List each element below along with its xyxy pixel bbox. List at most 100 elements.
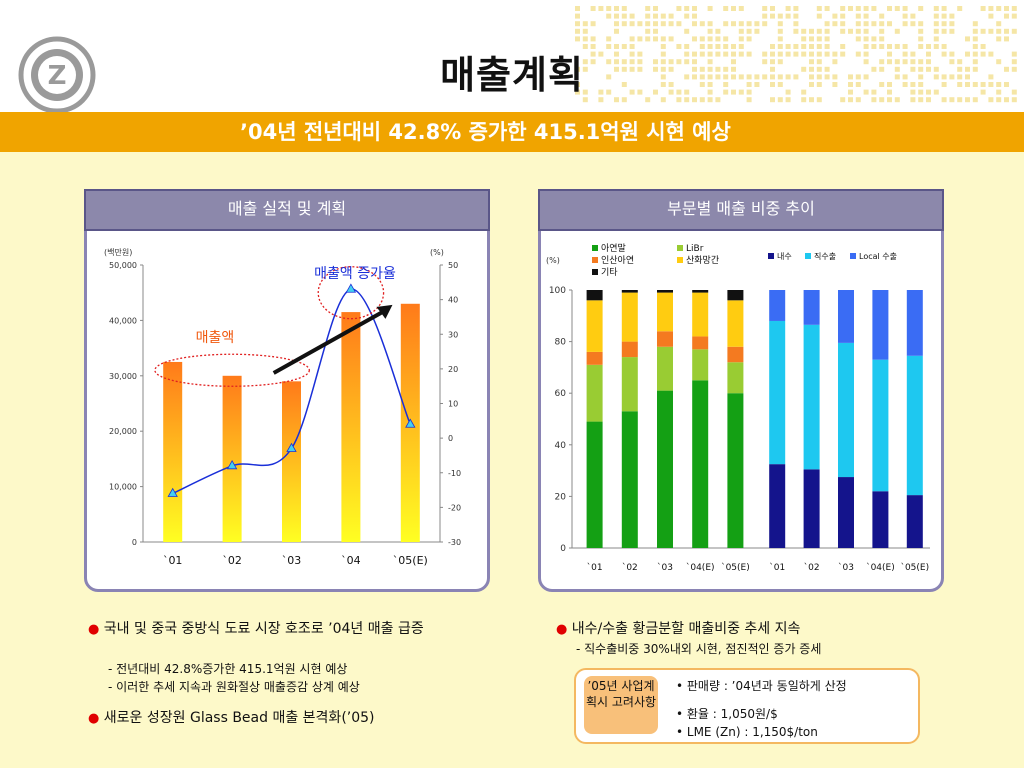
bullet-right-1: ● 내수/수출 황금분할 매출비중 추세 지속 — [556, 620, 936, 639]
pattern-dot — [801, 66, 807, 72]
pattern-dot — [762, 6, 768, 11]
pattern-dot — [731, 89, 736, 95]
pattern-dot — [668, 13, 674, 19]
pattern-dot — [715, 74, 721, 80]
pattern-dot — [887, 21, 892, 27]
share-y-tick-label: 100 — [549, 286, 566, 296]
channel-share-x-tick-label: `05(E) — [900, 562, 929, 573]
pattern-dot — [1011, 89, 1017, 95]
pattern-dot — [731, 21, 736, 27]
legend-label: 아연말 — [601, 242, 626, 254]
pattern-dot — [863, 59, 869, 65]
note-tag: ’05년 사업계획시 고려사항 — [584, 676, 658, 734]
pattern-dot — [879, 13, 885, 19]
pattern-dot — [996, 6, 1002, 11]
channel-share-segment — [769, 320, 786, 465]
pattern-dot — [972, 21, 978, 27]
pattern-dot — [957, 59, 963, 65]
pattern-dot — [653, 13, 658, 19]
pattern-dot — [770, 82, 775, 87]
channel-share-segment — [872, 359, 889, 492]
growth-rate-line — [172, 288, 411, 495]
pattern-dot — [980, 82, 986, 87]
legend-label: 직수출 — [814, 251, 836, 261]
legend-swatch — [592, 257, 598, 263]
pattern-dot — [988, 13, 994, 19]
pattern-dot — [809, 66, 814, 72]
pattern-dot — [980, 44, 986, 49]
pattern-dot — [707, 44, 713, 49]
growth-rate-point — [226, 460, 238, 470]
pattern-dot — [723, 44, 729, 49]
pattern-dot — [598, 89, 604, 95]
pattern-dot — [614, 6, 619, 11]
pattern-dot — [575, 82, 580, 87]
x-tick-label: `01 — [163, 554, 183, 567]
pattern-dot — [707, 6, 713, 11]
pattern-dot — [699, 51, 705, 57]
growth-rate-point — [167, 487, 178, 497]
y-tick-label: 10,000 — [109, 483, 137, 492]
pattern-dot — [840, 6, 846, 11]
pattern-dot — [707, 59, 713, 65]
pattern-dot — [972, 59, 978, 65]
growth-annotation: 매출액 증가율 — [314, 266, 396, 282]
pattern-dot — [840, 28, 846, 34]
pattern-dot — [910, 82, 916, 87]
pattern-dot — [707, 51, 713, 57]
product-share-segment — [727, 393, 744, 548]
pattern-dot — [777, 51, 783, 57]
pattern-dot — [840, 44, 846, 49]
pattern-dot — [957, 82, 963, 87]
growth-rate-point — [405, 418, 416, 428]
pattern-dot — [723, 6, 729, 11]
pattern-dot — [949, 28, 955, 34]
pattern-dot — [809, 28, 814, 34]
pattern-dot — [723, 66, 729, 72]
pattern-dot — [863, 36, 869, 42]
pattern-dot — [832, 51, 838, 57]
pattern-dot — [606, 36, 612, 42]
pattern-dot — [692, 59, 697, 65]
pattern-dot — [684, 28, 690, 34]
pattern-dot — [918, 59, 924, 65]
pattern-dot — [692, 51, 697, 57]
pattern-dot — [746, 36, 752, 42]
pattern-dot — [793, 21, 799, 27]
pattern-dot — [972, 28, 978, 34]
product-share-segment — [657, 390, 673, 548]
legend-label: 인산아연 — [601, 255, 634, 266]
pattern-dot — [871, 44, 877, 49]
pattern-dot — [621, 6, 627, 11]
pattern-dot — [1004, 6, 1009, 11]
pattern-dot — [668, 36, 674, 42]
pattern-dot — [715, 66, 721, 72]
bullet-right-1-text: 내수/수출 황금분할 매출비중 추세 지속 — [571, 621, 801, 637]
pattern-dot — [910, 21, 916, 27]
pattern-dot — [824, 36, 830, 42]
pattern-dot — [684, 97, 690, 103]
pattern-dot — [980, 89, 986, 95]
pattern-dot — [707, 66, 713, 72]
pattern-dot — [746, 82, 752, 87]
pattern-dot — [770, 13, 775, 19]
pattern-dot — [972, 66, 978, 72]
pattern-dot — [1011, 97, 1017, 103]
pattern-dot — [957, 97, 963, 103]
pattern-dot — [949, 21, 955, 27]
pattern-dot — [770, 44, 775, 49]
pattern-dot — [707, 97, 713, 103]
pattern-dot — [949, 51, 955, 57]
pattern-dot — [660, 66, 666, 72]
legend-label: Local 수출 — [859, 251, 897, 261]
bullet-left-2-text: 새로운 성장원 Glass Bead 매출 본격화(’05) — [103, 710, 375, 726]
share-y-axis-label: (%) — [546, 256, 560, 265]
pattern-dot — [653, 28, 658, 34]
channel-share-segment — [872, 290, 889, 360]
y-tick-label: 30,000 — [109, 372, 137, 381]
pattern-dot — [692, 13, 697, 19]
pattern-dot — [988, 82, 994, 87]
pattern-dot — [887, 44, 892, 49]
pattern-dot — [887, 97, 892, 103]
company-logo-icon: Z — [18, 36, 96, 114]
